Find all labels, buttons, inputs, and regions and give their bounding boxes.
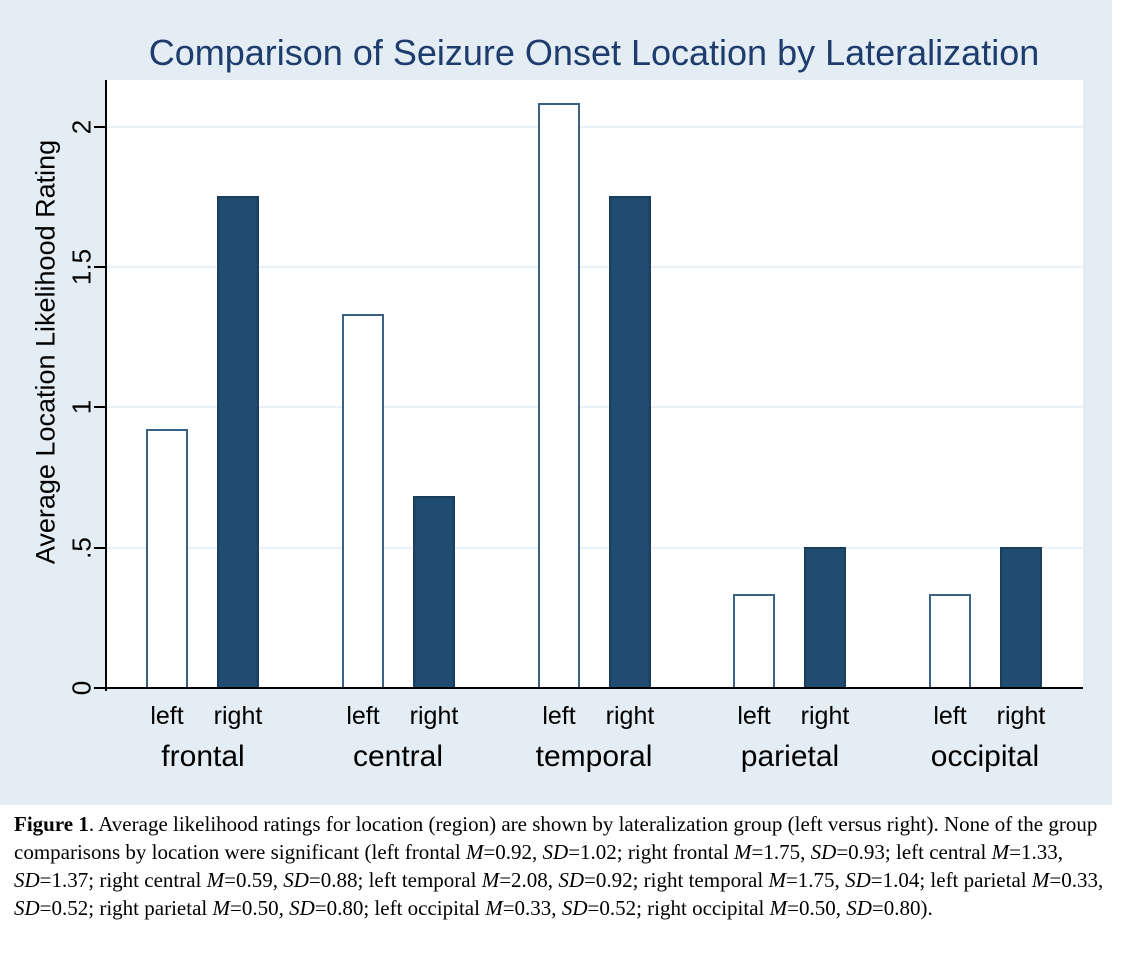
caption-segment: SD [558, 868, 584, 892]
y-tick-label-1.5: 1.5 [66, 248, 97, 286]
bar-right-occipital [1000, 547, 1042, 687]
x-label-left-occipital: left [933, 702, 967, 730]
x-label-left-temporal: left [542, 702, 576, 730]
y-tick-mark-2 [94, 126, 105, 128]
grid-line-0.5 [105, 547, 1083, 549]
x-group-label-temporal: temporal [535, 740, 653, 773]
caption-segment: SD [14, 868, 40, 892]
y-tick-mark-0 [94, 687, 105, 689]
caption-segment: =0.88; left temporal [308, 868, 482, 892]
caption-segment: =0.52; right parietal [39, 896, 213, 920]
bar-right-central [413, 496, 455, 687]
x-group-label-central: central [352, 740, 444, 773]
caption-segment: =0.92, [483, 840, 543, 864]
caption-segment: M [1031, 868, 1050, 892]
x-label-right-temporal: right [605, 702, 655, 730]
caption-segment: =1.37; right central [39, 868, 207, 892]
plot-area [105, 80, 1083, 689]
caption-segment: =0.92; right temporal [583, 868, 769, 892]
caption-segment: M [481, 868, 500, 892]
x-label-left-parietal: left [737, 702, 771, 730]
caption-segment: =0.33, [502, 896, 562, 920]
x-label-right-parietal: right [800, 702, 850, 730]
caption-segment: M [734, 840, 752, 864]
bar-left-frontal [146, 429, 188, 687]
caption-segment: M [206, 868, 225, 892]
caption-segment: =0.80; left occipital [314, 896, 486, 920]
chart-title: Comparison of Seizure Onset Location by … [148, 32, 1040, 73]
caption-segment: =1.02; right frontal [568, 840, 735, 864]
caption-segment: M [991, 840, 1010, 864]
caption-segment: =0.93; left central [836, 840, 992, 864]
caption-segment: M [769, 896, 788, 920]
caption-segment: =1.75, [751, 840, 811, 864]
y-tick-label-0: 0 [66, 680, 97, 696]
y-tick-label-2: 2 [66, 119, 97, 135]
caption-segment: SD [542, 840, 569, 864]
grid-line-1 [105, 406, 1083, 408]
x-group-label-occipital: occipital [930, 740, 1040, 773]
bar-left-central [342, 314, 384, 687]
caption-segment: SD [561, 896, 588, 920]
y-tick-mark-.5 [94, 547, 105, 549]
bar-right-temporal [609, 196, 651, 687]
x-group-label-parietal: parietal [740, 740, 840, 773]
bar-left-occipital [929, 594, 971, 687]
grid-line-2 [105, 126, 1083, 128]
figure-caption: Figure 1. Average likelihood ratings for… [14, 810, 1138, 922]
caption-segment: . Average likelihood ratings for locatio… [14, 812, 1098, 864]
grid-line-1.5 [105, 266, 1083, 268]
caption-segment: SD [846, 896, 872, 920]
caption-segment: =1.75, [785, 868, 846, 892]
caption-segment: =1.04; left parietal [870, 868, 1032, 892]
caption-segment: SD [810, 840, 837, 864]
bar-right-frontal [217, 196, 259, 687]
y-tick-label-.5: .5 [66, 537, 97, 559]
y-axis-line [105, 80, 107, 691]
caption-segment: =0.80). [871, 896, 933, 920]
x-label-right-central: right [409, 702, 459, 730]
figure-region: Comparison of Seizure Onset Location by … [0, 0, 1112, 805]
caption-segment: =0.52; right occipital [587, 896, 770, 920]
caption-segment: =0.33, [1049, 868, 1104, 892]
caption-segment: SD [289, 896, 315, 920]
bar-right-parietal [804, 547, 846, 687]
x-group-label-frontal: frontal [161, 740, 245, 773]
caption-segment: M [768, 868, 786, 892]
x-axis-line [105, 687, 1083, 689]
caption-segment: =0.50, [229, 896, 290, 920]
y-tick-label-1: 1 [66, 399, 97, 415]
bar-left-temporal [538, 103, 580, 687]
x-label-right-occipital: right [996, 702, 1046, 730]
y-axis-title: Average Location Likelihood Rating [30, 139, 61, 565]
caption-segment: =2.08, [499, 868, 559, 892]
caption-segment: , [272, 868, 284, 892]
x-label-left-central: left [346, 702, 380, 730]
caption-segment: Figure 1 [14, 812, 89, 836]
caption-segment: =0.59 [224, 868, 273, 892]
y-tick-mark-1.5 [94, 266, 105, 268]
caption-segment: M [465, 840, 484, 864]
caption-segment: M [212, 896, 230, 920]
bar-left-parietal [733, 594, 775, 687]
y-tick-mark-1 [94, 406, 105, 408]
caption-segment: =0.50, [787, 896, 847, 920]
x-label-right-frontal: right [213, 702, 263, 730]
caption-segment: SD [14, 896, 40, 920]
x-label-left-frontal: left [150, 702, 184, 730]
caption-segment: =1.33, [1009, 840, 1063, 864]
caption-segment: SD [283, 868, 309, 892]
caption-segment: SD [845, 868, 871, 892]
caption-segment: M [485, 896, 503, 920]
